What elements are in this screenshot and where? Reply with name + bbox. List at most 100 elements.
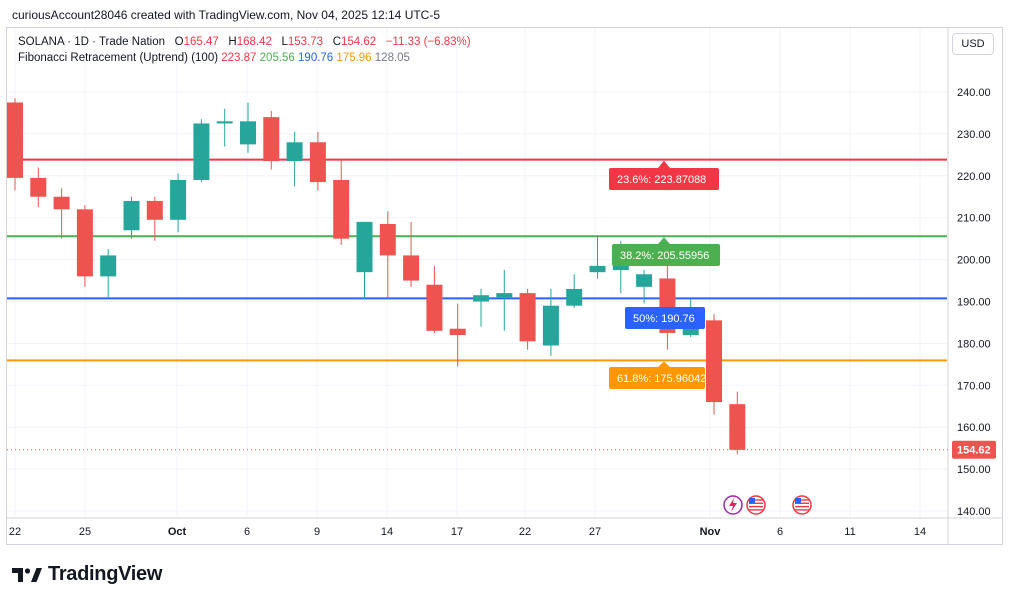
- candle[interactable]: [729, 391, 746, 455]
- candle-body: [496, 293, 513, 298]
- candle[interactable]: [123, 196, 140, 239]
- flag-canton: [795, 498, 801, 503]
- flag-canton: [749, 498, 755, 503]
- y-tick-label: 140.00: [957, 506, 991, 518]
- candle-body: [403, 255, 420, 281]
- candle-body: [263, 117, 280, 162]
- candle[interactable]: [53, 188, 70, 239]
- change-value: −11.33 (−6.83%): [385, 36, 471, 48]
- candle[interactable]: [706, 314, 722, 415]
- fib-label-box: [625, 307, 705, 329]
- candle[interactable]: [566, 274, 583, 308]
- candle[interactable]: [403, 221, 420, 287]
- fib-label-arrow: [658, 361, 670, 367]
- candle-body: [100, 255, 117, 277]
- candle-body: [589, 265, 606, 273]
- low-value: 153.73: [287, 36, 324, 48]
- candle[interactable]: [146, 196, 163, 241]
- x-tick-label: 14: [381, 526, 393, 538]
- candle[interactable]: [589, 236, 606, 279]
- fib-level-label: 23.6%: 223.87088: [609, 160, 719, 190]
- candles-layer: [7, 98, 746, 455]
- candle-body: [449, 328, 466, 336]
- candle[interactable]: [309, 131, 326, 191]
- high-label: H: [228, 36, 237, 48]
- candle[interactable]: [519, 288, 536, 350]
- candle[interactable]: [216, 108, 233, 147]
- fib-level-label: 38.2%: 205.55956: [612, 237, 720, 266]
- candle[interactable]: [240, 102, 256, 153]
- candle-body: [333, 179, 350, 239]
- y-tick-label: 160.00: [957, 422, 991, 434]
- candle-body: [286, 142, 303, 162]
- tradingview-logo-icon: [12, 567, 42, 582]
- candle-body: [76, 209, 93, 277]
- fib-title[interactable]: Fibonacci Retracement (Uptrend) (100): [18, 52, 219, 64]
- last-price-label: 154.62: [957, 445, 991, 457]
- y-tick-label: 180.00: [957, 338, 991, 350]
- candle[interactable]: [7, 98, 23, 191]
- x-tick-label: 6: [777, 526, 783, 538]
- y-tick-label: 200.00: [957, 255, 991, 267]
- candle[interactable]: [379, 211, 396, 298]
- candle[interactable]: [170, 173, 187, 233]
- axis-layer: 240.00 230.00 220.00 210.00 200.00 190.00 180.…: [7, 28, 1002, 544]
- candle-body: [146, 200, 163, 220]
- candle[interactable]: [356, 221, 373, 300]
- candle[interactable]: [100, 249, 117, 298]
- candle[interactable]: [542, 288, 559, 356]
- candle[interactable]: [473, 288, 489, 327]
- high-value: 168.42: [236, 36, 272, 48]
- fib-label-box: [609, 168, 719, 190]
- y-tick-label: 170.00: [957, 380, 991, 392]
- candle[interactable]: [263, 110, 280, 170]
- symbol-legend: SOLANA · 1D · Trade Nation O165.47 H168.…: [18, 36, 471, 48]
- candle[interactable]: [286, 131, 303, 187]
- x-tick-label: 11: [844, 526, 855, 538]
- candle-body: [240, 121, 256, 145]
- symbol-name[interactable]: SOLANA · 1D · Trade Nation: [18, 36, 166, 48]
- candle[interactable]: [426, 265, 443, 333]
- fib-value: 175.96: [333, 52, 372, 64]
- fib-value: 223.87: [221, 52, 257, 64]
- candle[interactable]: [636, 270, 653, 304]
- candle-body: [426, 284, 443, 331]
- fib-legend: Fibonacci Retracement (Uptrend) (100) 22…: [18, 52, 410, 64]
- x-tick-label: 17: [451, 526, 463, 538]
- candle-body: [519, 293, 536, 342]
- candle[interactable]: [333, 159, 350, 245]
- event-icons[interactable]: [723, 495, 812, 515]
- candle-body: [309, 142, 326, 183]
- last-price-badge: [952, 440, 996, 459]
- candle[interactable]: [76, 205, 93, 287]
- tradingview-logo[interactable]: TradingView: [12, 563, 162, 586]
- event-markers-layer: 23.6%: 223.87088 38.2%: 205.55956 50%: 190…: [7, 160, 996, 515]
- candle[interactable]: [659, 259, 676, 350]
- candle[interactable]: [496, 270, 513, 331]
- fib-value: 190.76: [294, 52, 334, 64]
- x-tick-label: 22: [519, 526, 531, 538]
- close-value: 154.62: [341, 36, 377, 48]
- candle-body: [542, 305, 559, 346]
- candle-body: [193, 123, 210, 180]
- grid-layer: [7, 28, 948, 518]
- lightning-bolt: [729, 498, 737, 512]
- candle-body: [53, 196, 70, 210]
- candle[interactable]: [193, 119, 210, 183]
- y-tick-label: 230.00: [957, 129, 991, 141]
- fib-label-text: 61.8%: 175.96042: [617, 373, 706, 385]
- fib-label-text: 50%: 190.76: [633, 313, 695, 325]
- fib-value: 128.05: [371, 52, 410, 64]
- y-tick-label: 190.00: [957, 297, 991, 309]
- chart-caption: curiousAccount28046 created with Trading…: [12, 8, 441, 22]
- candle[interactable]: [449, 303, 466, 367]
- fib-level-label: 61.8%: 175.96042: [609, 361, 706, 389]
- x-tick-label: 27: [589, 526, 601, 538]
- candle[interactable]: [30, 167, 47, 208]
- candle-body: [30, 177, 47, 197]
- y-tick-label: 210.00: [957, 213, 991, 225]
- currency-button[interactable]: USD: [952, 33, 994, 55]
- candle-body: [473, 295, 489, 302]
- candle-body: [636, 274, 653, 287]
